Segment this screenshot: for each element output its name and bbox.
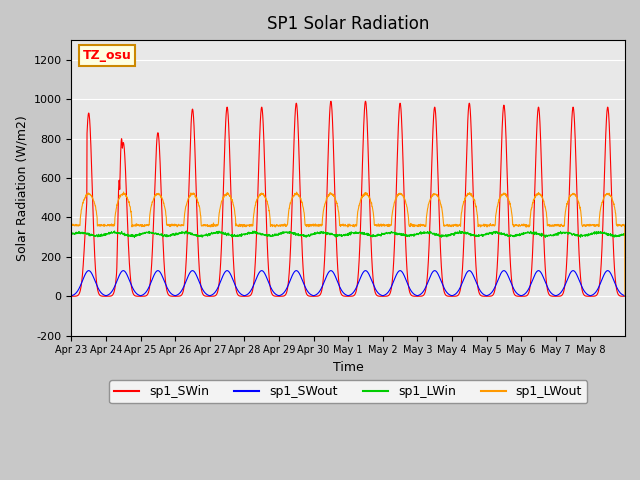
sp1_SWin	[243, 293, 250, 299]
sp1_LWout	[120, 189, 127, 195]
sp1_LWout	[547, 223, 554, 229]
sp1_SWin	[123, 198, 131, 204]
sp1_SWin	[381, 293, 389, 299]
sp1_SWout	[243, 292, 250, 298]
sp1_LWin	[123, 233, 131, 239]
sp1_LWin	[381, 230, 389, 236]
sp1_SWin	[547, 293, 554, 299]
X-axis label: Time: Time	[333, 361, 364, 374]
sp1_LWout	[123, 194, 131, 200]
sp1_SWin	[68, 293, 76, 299]
sp1_SWout	[614, 286, 621, 291]
sp1_SWout	[547, 289, 554, 295]
sp1_LWout	[515, 223, 523, 228]
Title: SP1 Solar Radiation: SP1 Solar Radiation	[267, 15, 429, 33]
sp1_LWout	[68, 221, 76, 227]
Line: sp1_SWin: sp1_SWin	[72, 101, 625, 296]
sp1_SWin	[621, 293, 629, 299]
sp1_SWout	[85, 268, 93, 274]
sp1_LWin	[456, 228, 463, 234]
sp1_LWin	[515, 233, 523, 239]
Legend: sp1_SWin, sp1_SWout, sp1_LWin, sp1_LWout: sp1_SWin, sp1_SWout, sp1_LWin, sp1_LWout	[109, 380, 587, 403]
sp1_SWin	[614, 289, 621, 295]
sp1_SWin	[515, 293, 523, 299]
sp1_LWout	[614, 223, 621, 228]
sp1_SWout	[621, 293, 629, 299]
Y-axis label: Solar Radiation (W/m2): Solar Radiation (W/m2)	[15, 115, 28, 261]
sp1_SWout	[381, 292, 389, 298]
sp1_LWout	[381, 222, 389, 228]
sp1_LWin	[131, 235, 138, 240]
Line: sp1_SWout: sp1_SWout	[72, 271, 625, 296]
sp1_LWout	[243, 222, 250, 228]
sp1_LWin	[614, 233, 621, 239]
sp1_SWout	[123, 272, 131, 277]
Line: sp1_LWout: sp1_LWout	[72, 192, 625, 296]
sp1_LWin	[621, 231, 629, 237]
sp1_SWout	[68, 293, 76, 299]
sp1_SWout	[515, 292, 523, 298]
sp1_LWin	[243, 231, 250, 237]
sp1_LWin	[68, 231, 76, 237]
sp1_LWin	[547, 232, 554, 238]
Text: TZ_osu: TZ_osu	[83, 49, 131, 62]
sp1_LWout	[621, 293, 629, 299]
Line: sp1_LWin: sp1_LWin	[72, 231, 625, 238]
sp1_SWin	[327, 98, 335, 104]
